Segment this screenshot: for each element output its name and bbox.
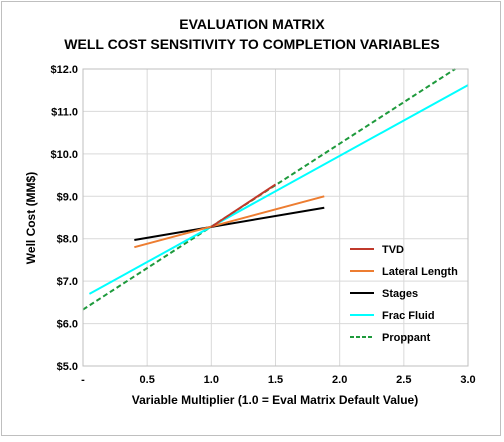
legend: TVD Lateral Length Stages Frac Fluid Proppan… (350, 244, 458, 344)
x-tick-label: 2.0 (332, 374, 347, 386)
x-tick-label: 1.0 (204, 374, 219, 386)
y-tick-label: $10.0 (50, 149, 78, 161)
legend-label: Frac Fluid (382, 310, 435, 322)
legend-label: Proppant (382, 332, 431, 344)
y-tick-label: $6.0 (57, 319, 78, 331)
series-line-lateral-length (134, 195, 325, 249)
series-lines (82, 68, 469, 311)
series-line-proppant (82, 68, 456, 311)
x-tick-label: 0.5 (140, 374, 155, 386)
legend-label: TVD (382, 244, 404, 256)
legend-label: Stages (382, 288, 418, 300)
y-tick-label: $8.0 (57, 234, 78, 246)
series-line-frac-fluid (88, 84, 469, 295)
plot-area-border (82, 68, 469, 367)
x-tick-label: 2.5 (396, 374, 411, 386)
y-tick-label: $9.0 (57, 191, 78, 203)
series-line-tvd (210, 183, 277, 228)
x-tick-label: 3.0 (460, 374, 475, 386)
chart: EVALUATION MATRIX WELL COST SENSITIVITY … (24, 16, 476, 407)
x-tick-label: - (81, 374, 85, 386)
y-tick-label: $7.0 (57, 276, 78, 288)
grid (82, 68, 469, 367)
series-line-stages (134, 206, 325, 241)
y-axis-title: Well Cost (MM$) (24, 172, 38, 264)
chart-title-line-1: EVALUATION MATRIX (179, 16, 325, 32)
x-tick-label: 1.5 (268, 374, 283, 386)
x-axis-title: Variable Multiplier (1.0 = Eval Matrix D… (132, 393, 418, 407)
tick-labels: $5.0 $6.0 $7.0 $8.0 $9.0 $10.0 $11.0 $12.0 - 0.5 1… (50, 64, 475, 386)
legend-label: Lateral Length (382, 266, 458, 278)
chart-frame: EVALUATION MATRIX WELL COST SENSITIVITY … (1, 1, 501, 436)
y-tick-label: $12.0 (50, 64, 78, 76)
y-tick-label: $5.0 (57, 361, 78, 373)
chart-title-line-2: WELL COST SENSITIVITY TO COMPLETION VARI… (64, 36, 439, 52)
y-tick-label: $11.0 (51, 106, 78, 118)
